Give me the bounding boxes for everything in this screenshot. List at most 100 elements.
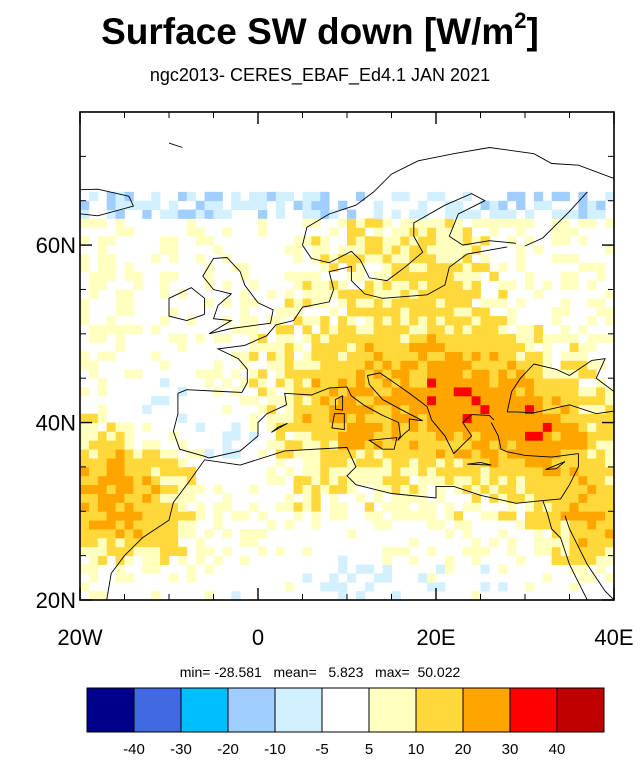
field-cell (382, 395, 392, 406)
field-cell (275, 316, 286, 326)
field-cell (560, 387, 570, 397)
field-cell (373, 342, 383, 352)
field-cell (418, 245, 428, 255)
field-cell (560, 378, 570, 388)
field-cell (418, 404, 428, 415)
field-cell (204, 369, 214, 379)
field-cell (533, 493, 544, 503)
field-cell (364, 422, 375, 432)
field-cell (427, 458, 437, 468)
field-cell (311, 289, 321, 299)
field-cell (551, 387, 561, 397)
field-cell (533, 449, 544, 459)
field-cell (578, 520, 588, 530)
field-cell (533, 351, 544, 361)
field-cell (436, 333, 446, 344)
field-cell (596, 529, 606, 539)
island-outline (331, 413, 345, 431)
field-cell (498, 218, 508, 228)
field-cell (596, 520, 606, 530)
field-cell (542, 422, 553, 432)
field-cell (596, 298, 606, 308)
colorbar-label: 10 (408, 741, 425, 758)
field-cell (124, 369, 134, 379)
field-cell (498, 360, 508, 370)
field-cell (427, 307, 437, 317)
field-cell (605, 520, 614, 530)
field-cell (427, 440, 437, 450)
field-cell (400, 333, 410, 344)
field-cell (302, 351, 312, 361)
field-cell (249, 431, 259, 441)
field-cell (213, 511, 223, 521)
field-cell (355, 360, 366, 370)
field-cell (578, 422, 588, 432)
field-cell (311, 413, 321, 423)
field-cell (364, 440, 375, 450)
field-cell (364, 307, 375, 317)
field-cell (97, 387, 108, 397)
coastline-segment (202, 257, 274, 335)
field-cell (427, 360, 437, 370)
field-cell (364, 449, 375, 459)
field-cell (569, 227, 579, 237)
field-cell (418, 324, 428, 335)
coastline-segment (507, 404, 614, 415)
field-cell (320, 360, 330, 370)
field-cell (160, 245, 170, 255)
field-cell (124, 307, 134, 317)
field-cell (213, 520, 223, 530)
field-cell (133, 200, 143, 210)
field-cell (311, 209, 321, 219)
field-cell (160, 529, 170, 539)
field-cell (124, 520, 134, 530)
field-cell (551, 404, 561, 415)
field-cell (80, 387, 90, 397)
field-cell (177, 440, 188, 450)
field-cell (462, 484, 472, 494)
field-cell (347, 342, 357, 352)
field-cell (427, 369, 437, 379)
field-cell (516, 191, 526, 202)
field-cell (347, 218, 357, 228)
field-cell (498, 484, 508, 494)
field-cell (400, 458, 410, 468)
field-cell (498, 378, 508, 388)
field-cell (258, 378, 268, 388)
field-cell (498, 289, 508, 299)
field-cell (302, 431, 312, 441)
field-cell (115, 537, 125, 548)
field-cell (311, 280, 321, 290)
field-cell (142, 484, 152, 494)
colorbar-label: 5 (365, 741, 373, 758)
field-cell (560, 271, 570, 281)
field-cell (177, 520, 188, 530)
field-cell (160, 449, 170, 459)
field-cell (525, 502, 535, 512)
field-cell (151, 440, 161, 450)
field-cell (507, 369, 517, 379)
field-cell (373, 458, 383, 468)
field-cell (462, 440, 472, 450)
field-cell (124, 440, 134, 450)
field-cell (471, 395, 481, 406)
field-cell (97, 546, 108, 557)
field-cell (400, 307, 410, 317)
field-cell (551, 369, 561, 379)
coastline-segment (490, 422, 579, 458)
field-cell (160, 236, 170, 246)
field-cell (204, 298, 214, 308)
field-cell (338, 413, 348, 423)
field-cell (471, 369, 481, 379)
field-cell (169, 484, 179, 494)
field-cell (382, 298, 392, 308)
field-cell (115, 502, 125, 512)
field-cell (578, 493, 588, 503)
field-cell (551, 333, 561, 344)
field-cell (133, 280, 143, 290)
field-cell (489, 227, 499, 237)
field-cell (409, 324, 419, 335)
field-cell (525, 582, 535, 592)
field-cell (231, 422, 241, 432)
field-cell (489, 466, 499, 477)
